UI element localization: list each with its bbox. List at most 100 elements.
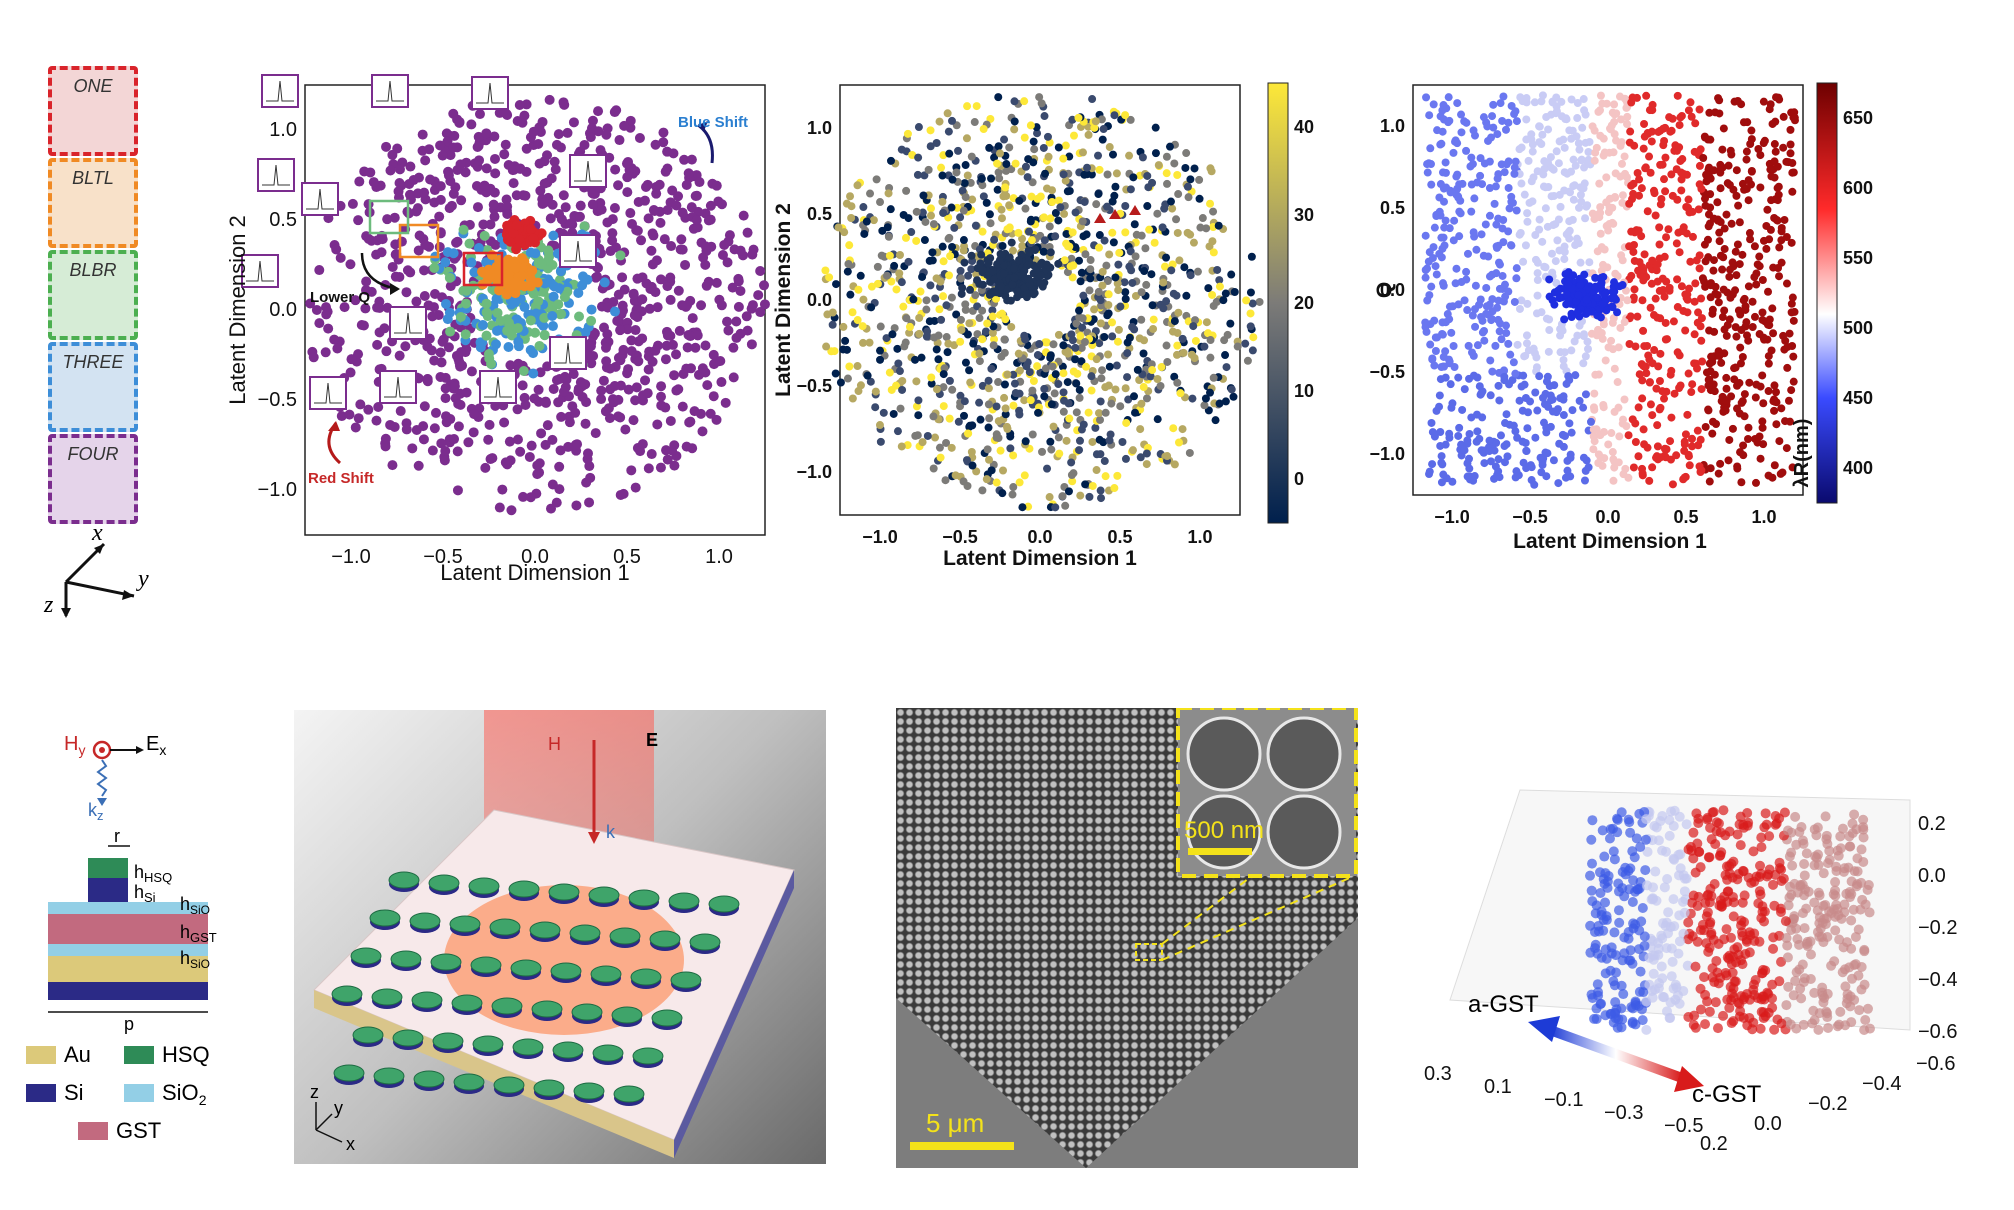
data-point xyxy=(1727,392,1736,401)
data-point xyxy=(1008,280,1017,289)
data-point xyxy=(1690,1022,1701,1033)
data-point xyxy=(962,456,971,465)
data-point xyxy=(595,145,606,156)
data-point xyxy=(1104,290,1113,299)
data-point xyxy=(1494,467,1503,476)
data-point xyxy=(1527,463,1536,472)
data-point xyxy=(1683,308,1692,317)
data-point xyxy=(1635,175,1644,184)
data-point xyxy=(902,186,911,195)
data-point xyxy=(677,401,688,412)
data-point xyxy=(344,409,355,420)
data-point xyxy=(1634,403,1643,412)
data-point xyxy=(918,438,927,447)
data-point xyxy=(1493,303,1502,312)
data-point xyxy=(999,269,1008,278)
data-point xyxy=(1618,191,1627,200)
data-point xyxy=(1173,228,1182,237)
data-point xyxy=(1732,271,1741,280)
data-point xyxy=(839,322,848,331)
data-point xyxy=(1629,295,1638,304)
data-point xyxy=(554,208,565,219)
data-point xyxy=(1544,347,1553,356)
data-point xyxy=(1505,380,1514,389)
data-point xyxy=(934,355,943,364)
data-point xyxy=(1769,329,1778,338)
data-point xyxy=(1745,378,1754,387)
data-point xyxy=(1652,266,1661,275)
config-blbr-box: BLBR xyxy=(48,250,138,340)
data-point xyxy=(424,144,435,155)
data-point xyxy=(1049,422,1058,431)
data-point xyxy=(1457,110,1466,119)
data-point xyxy=(1241,339,1250,348)
data-point xyxy=(1103,277,1112,286)
data-point xyxy=(1776,1018,1787,1029)
data-point xyxy=(1458,405,1467,414)
data-point xyxy=(1438,168,1447,177)
data-point xyxy=(1524,156,1533,165)
data-point xyxy=(1555,294,1564,303)
data-point xyxy=(1124,395,1133,404)
data-point xyxy=(1670,389,1679,398)
data-point xyxy=(1567,428,1576,437)
data-point xyxy=(939,257,948,266)
disk xyxy=(428,874,460,892)
data-point xyxy=(1499,367,1508,376)
data-point xyxy=(1211,416,1220,425)
data-point xyxy=(1741,305,1750,314)
data-point xyxy=(1014,349,1023,358)
data-point xyxy=(893,427,902,436)
data-point xyxy=(437,150,448,161)
data-point xyxy=(1675,121,1684,130)
data-point xyxy=(1617,159,1626,168)
data-point xyxy=(966,378,975,387)
data-point xyxy=(648,205,659,216)
data-point xyxy=(1645,152,1654,161)
data-point xyxy=(999,192,1008,201)
data-point xyxy=(1782,157,1791,166)
data-point xyxy=(969,339,978,348)
x-axis-title: Latent Dimension 1 xyxy=(943,547,1137,570)
y-tick-label: −0.5 xyxy=(1369,362,1405,382)
data-point xyxy=(1735,218,1744,227)
render-z-label: z xyxy=(310,1082,319,1102)
data-point xyxy=(913,431,922,440)
data-point xyxy=(1719,285,1728,294)
data-point xyxy=(1028,386,1037,395)
data-point xyxy=(1656,160,1665,169)
data-point xyxy=(1083,163,1092,172)
data-point xyxy=(1113,471,1122,480)
data-point xyxy=(1720,224,1729,233)
data-point xyxy=(381,141,392,152)
data-point xyxy=(515,163,526,174)
data-point xyxy=(1213,265,1222,274)
data-point xyxy=(1556,202,1565,211)
data-point xyxy=(888,330,897,339)
data-point xyxy=(560,202,571,213)
data-point xyxy=(1437,233,1446,242)
data-point xyxy=(911,355,920,364)
data-point xyxy=(735,245,746,256)
data-point xyxy=(1184,193,1193,202)
data-point xyxy=(1512,264,1521,273)
data-point xyxy=(652,302,663,313)
data-point xyxy=(1596,203,1605,212)
data-point xyxy=(1483,122,1492,131)
data-point xyxy=(526,440,537,451)
data-point xyxy=(1085,286,1094,295)
data-point xyxy=(1421,318,1430,327)
data-point xyxy=(1672,239,1681,248)
data-point xyxy=(1572,297,1581,306)
data-point xyxy=(1535,138,1544,147)
data-point xyxy=(1542,472,1551,481)
data-point xyxy=(961,161,970,170)
data-point xyxy=(1147,360,1156,369)
disk xyxy=(533,1079,565,1097)
data-point xyxy=(939,370,948,379)
data-point xyxy=(1699,153,1708,162)
data-point xyxy=(994,142,1003,151)
data-point xyxy=(1647,279,1656,288)
data-point xyxy=(1768,879,1779,890)
data-point xyxy=(1769,900,1780,911)
